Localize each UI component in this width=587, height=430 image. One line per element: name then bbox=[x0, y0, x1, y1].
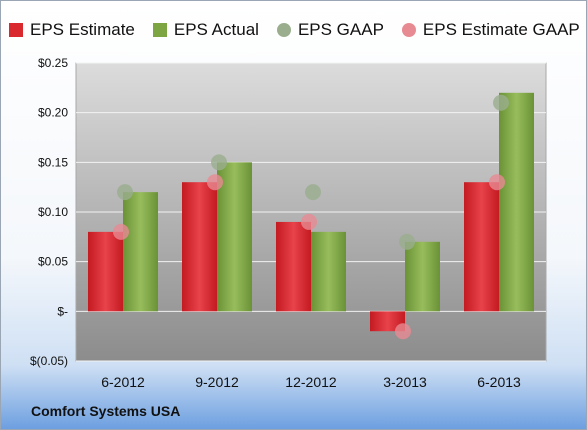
legend-item-1: EPS Actual bbox=[152, 20, 259, 40]
point-eps-estimate-gaap bbox=[395, 323, 411, 340]
x-tick-label: 3-2013 bbox=[383, 374, 427, 390]
y-tick-label: $(0.05) bbox=[30, 354, 68, 368]
legend-item-0: EPS Estimate bbox=[9, 20, 135, 40]
bar-eps-actual bbox=[123, 192, 158, 312]
bar-eps-actual bbox=[311, 231, 346, 312]
x-tick-label: 12-2012 bbox=[285, 374, 337, 390]
point-eps-gaap bbox=[305, 184, 321, 201]
bar-eps-actual bbox=[217, 162, 252, 312]
bar-eps-estimate bbox=[276, 221, 311, 312]
x-tick-label: 6-2012 bbox=[101, 374, 145, 390]
point-eps-gaap bbox=[493, 94, 509, 111]
x-tick-label: 9-2012 bbox=[195, 374, 239, 390]
company-name: Comfort Systems USA bbox=[31, 403, 181, 419]
bar-eps-actual bbox=[499, 92, 534, 312]
y-tick-label: $0.25 bbox=[38, 56, 68, 70]
y-tick-label: $0.10 bbox=[38, 205, 68, 219]
legend-item-2: EPS GAAP bbox=[276, 20, 384, 40]
bar-eps-estimate bbox=[370, 311, 405, 332]
y-tick-label: $0.15 bbox=[38, 155, 68, 169]
point-eps-gaap bbox=[399, 233, 415, 250]
bar-eps-actual bbox=[405, 241, 440, 312]
bar-eps-estimate bbox=[464, 182, 499, 312]
point-eps-gaap bbox=[211, 154, 227, 171]
x-tick-label: 6-2013 bbox=[477, 374, 521, 390]
y-tick-label: $0.20 bbox=[38, 106, 68, 120]
legend-swatch bbox=[9, 23, 23, 37]
point-eps-estimate-gaap bbox=[113, 223, 129, 240]
legend-swatch bbox=[276, 23, 291, 37]
legend-label: EPS Actual bbox=[173, 20, 259, 39]
point-eps-estimate-gaap bbox=[207, 174, 223, 191]
legend-label: EPS Estimate bbox=[30, 20, 135, 39]
point-eps-estimate-gaap bbox=[301, 213, 317, 230]
bar-eps-estimate bbox=[88, 231, 123, 312]
legend-label: EPS Estimate GAAP bbox=[422, 20, 580, 39]
legend-label: EPS GAAP bbox=[297, 20, 384, 39]
bar-eps-estimate bbox=[182, 182, 217, 312]
legend-item-3: EPS Estimate GAAP bbox=[401, 20, 580, 40]
y-tick-label: $0.05 bbox=[38, 255, 68, 269]
y-tick-label: $- bbox=[57, 304, 68, 318]
legend-swatch bbox=[401, 23, 416, 37]
point-eps-gaap bbox=[117, 184, 133, 201]
legend-swatch bbox=[152, 23, 167, 37]
point-eps-estimate-gaap bbox=[489, 174, 505, 191]
chart-legend: EPS Estimate EPS Actual EPS GAAP EPS Estima… bbox=[1, 17, 586, 43]
